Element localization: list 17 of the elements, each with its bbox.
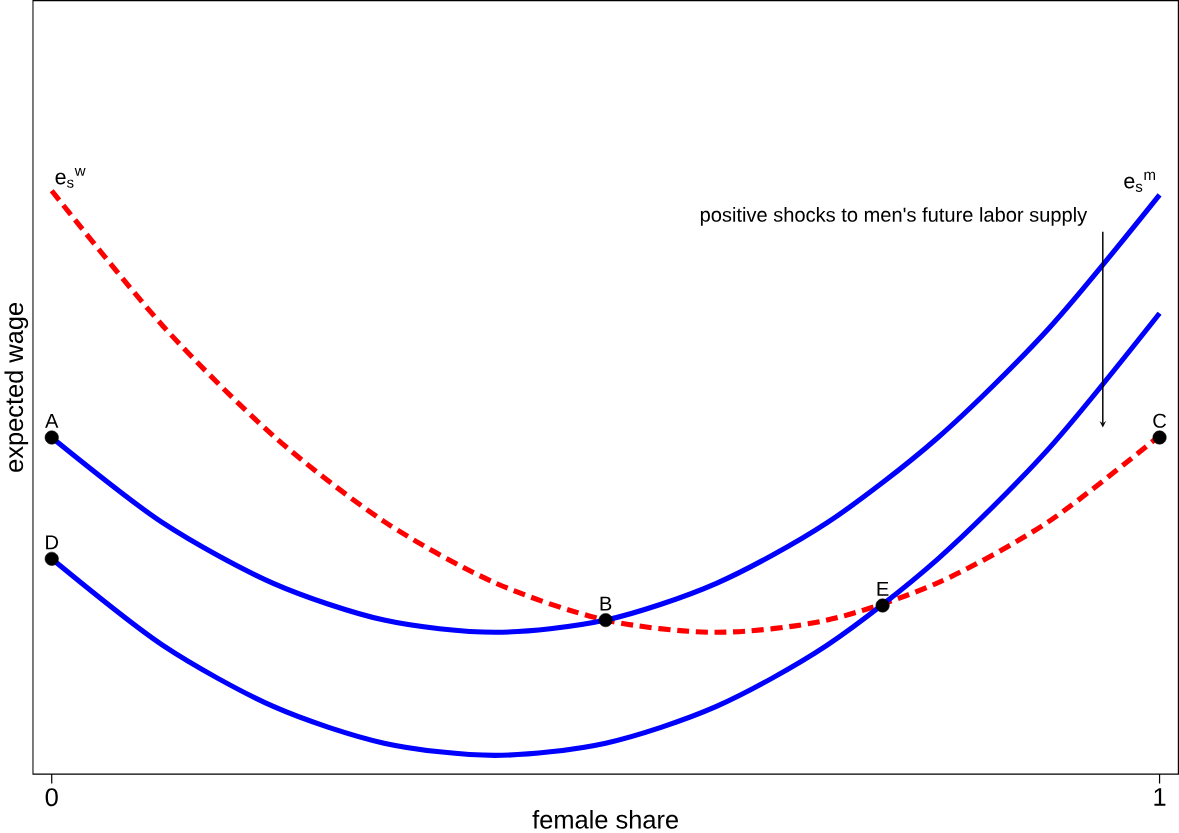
annotation: C	[1153, 413, 1167, 428]
series-label: e$_{s}$w	[55, 167, 86, 188]
point	[44, 551, 59, 566]
annotation: E	[877, 581, 889, 596]
series-label: e$_{s}$m	[1124, 171, 1155, 192]
annotation: positive shocks to men's future labor supply	[700, 207, 1088, 226]
x-tick-label: 0	[45, 788, 58, 807]
y-axis-title: expected wage	[4, 302, 29, 472]
point	[598, 613, 613, 627]
point	[44, 430, 59, 445]
annotation: B	[600, 596, 612, 611]
x-axis-title: female share	[532, 809, 678, 829]
annotation: A	[45, 413, 59, 428]
x-tick-label: 1	[1154, 788, 1166, 806]
point	[1152, 430, 1167, 445]
point	[875, 598, 890, 613]
annotation: D	[46, 535, 59, 550]
